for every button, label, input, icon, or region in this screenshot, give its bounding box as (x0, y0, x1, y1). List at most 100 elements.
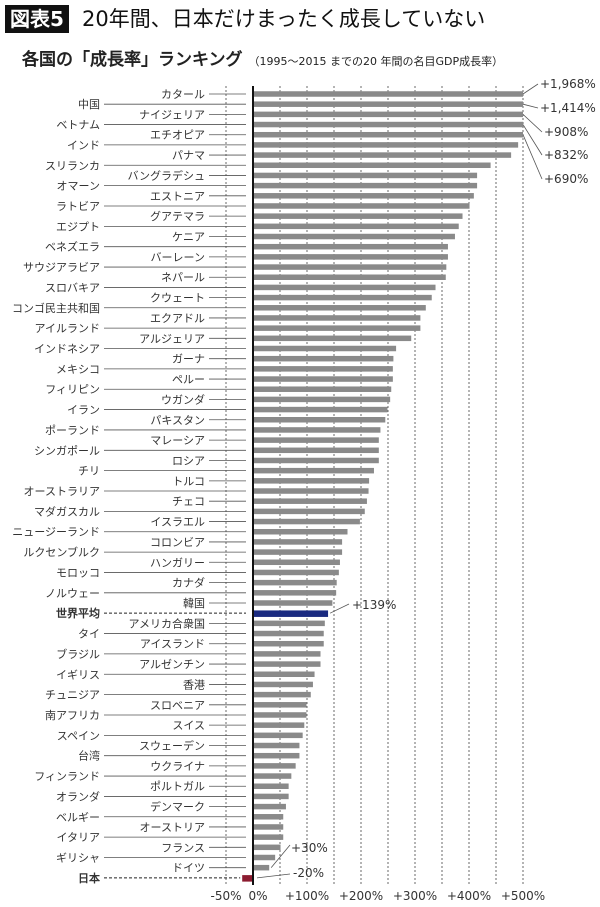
bar (254, 661, 321, 667)
bar (254, 793, 289, 800)
bar (254, 305, 426, 311)
category-label: サウジアラビア (23, 261, 100, 274)
category-label: シンガポール (34, 444, 100, 457)
data-label-leader (522, 103, 539, 109)
bar (254, 844, 281, 851)
category-label: インド (67, 139, 100, 152)
x-tick-label: +300% (393, 889, 437, 903)
category-label: ロシア (172, 454, 205, 467)
bar (254, 732, 303, 739)
bar (254, 630, 324, 637)
bar (254, 274, 446, 280)
category-label: カナダ (172, 576, 205, 590)
category-label: バーレーン (151, 251, 205, 264)
bar (254, 834, 284, 840)
x-tick-label: +200% (339, 889, 383, 903)
category-label: マレーシア (150, 434, 205, 447)
category-label: スイス (172, 719, 205, 732)
x-tick-label: +500% (501, 889, 545, 903)
bar (254, 366, 393, 372)
data-label-leader (256, 873, 291, 879)
category-label: トルコ (172, 475, 205, 488)
category-label: ノルウェー (45, 587, 100, 600)
bar (254, 213, 463, 219)
category-label: デンマーク (150, 800, 205, 814)
category-label: 中国 (78, 98, 100, 111)
bar (254, 610, 329, 617)
bar (254, 294, 432, 301)
category-label: 香港 (183, 678, 205, 691)
bar (254, 702, 307, 708)
bar (254, 814, 284, 820)
category-label: ネパール (161, 271, 205, 284)
figure-badge: 図表5 (5, 5, 69, 33)
bar (254, 193, 474, 199)
category-label: スロベニア (150, 699, 205, 712)
category-label: ニュージーランド (12, 526, 100, 539)
data-label: +1,968% (540, 77, 596, 91)
bar (254, 783, 289, 789)
category-label: 台湾 (78, 749, 100, 763)
bar (242, 875, 253, 882)
category-label: スロバキア (45, 281, 100, 294)
bar (254, 101, 523, 107)
bar (254, 752, 300, 759)
chart-note: （1995～2015 までの20 年間の名目GDP成長率） (248, 55, 504, 68)
category-label: ブラジル (56, 647, 100, 661)
category-label: ペルー (172, 373, 205, 386)
bar (254, 671, 315, 678)
bar (254, 640, 324, 647)
bar (254, 620, 325, 627)
category-label: スペイン (57, 729, 100, 742)
bar (254, 651, 321, 657)
bar (254, 824, 284, 830)
category-label: オーストラリア (24, 485, 100, 498)
bar (254, 396, 391, 403)
category-label: イラン (67, 404, 100, 417)
bar (254, 325, 421, 331)
category-label: クウェート (150, 292, 205, 305)
x-tick-label: +400% (447, 889, 491, 903)
data-label-leader (522, 114, 543, 133)
bar (254, 518, 360, 525)
category-label: イタリア (56, 831, 100, 844)
bar (254, 243, 448, 250)
bar (254, 335, 412, 342)
bar (254, 457, 379, 464)
data-label-leader (522, 124, 543, 156)
data-label: +30% (291, 841, 328, 855)
category-label: パキスタン (150, 414, 205, 427)
x-tick-label: +100% (285, 889, 329, 903)
bar (254, 233, 455, 240)
bar (254, 406, 388, 413)
category-label: チリ (78, 465, 100, 478)
bar (254, 162, 491, 169)
data-label: +908% (544, 125, 588, 139)
bar (254, 773, 292, 779)
category-label: バングラデシュ (127, 168, 205, 182)
data-label: +690% (544, 172, 588, 186)
category-label: イスラエル (150, 516, 205, 529)
category-label: ベトナム (56, 119, 100, 132)
chart-title: 各国の「成長率」ランキング (22, 50, 243, 70)
bar (254, 742, 300, 749)
category-label: アルゼンチン (139, 658, 205, 671)
data-label-leader (522, 134, 543, 180)
bar (254, 315, 421, 321)
bar (254, 569, 339, 576)
category-label: ドイツ (172, 862, 205, 875)
data-label: +139% (352, 598, 396, 612)
bar (254, 427, 381, 433)
bar (254, 355, 394, 362)
category-label: フランス (161, 841, 205, 854)
bar (254, 376, 393, 382)
bar (254, 600, 333, 606)
category-label: コンゴ民主共和国 (12, 301, 100, 315)
bar (254, 691, 311, 698)
category-label: エチオピア (150, 129, 205, 142)
bar (254, 142, 519, 148)
bar (254, 681, 313, 688)
category-label: エクアドル (150, 312, 205, 325)
figure-title: 20年間、日本だけまったく成長していない (82, 7, 486, 31)
bar (254, 223, 459, 230)
